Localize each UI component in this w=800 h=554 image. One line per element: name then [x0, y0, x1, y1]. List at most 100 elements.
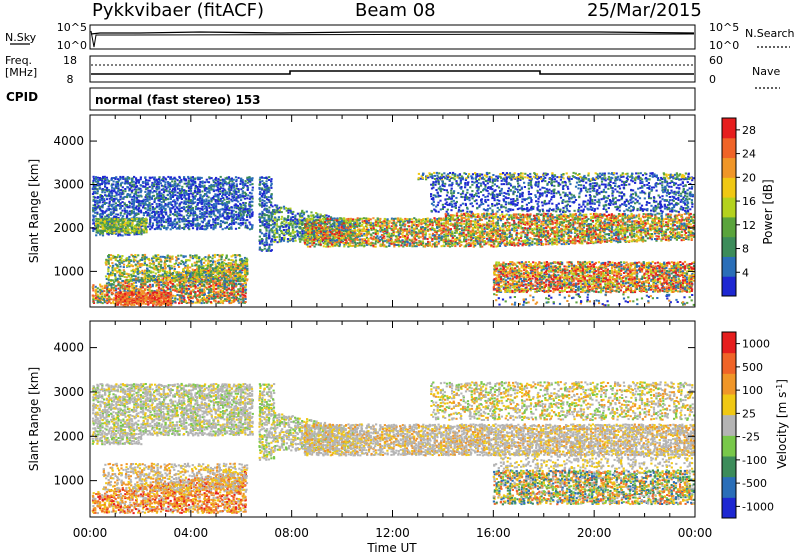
power-cell	[261, 199, 263, 201]
power-cell	[187, 212, 189, 214]
power-cell	[264, 194, 266, 196]
power-cell	[194, 181, 196, 183]
power-cell	[235, 268, 237, 270]
power-cell	[113, 216, 115, 218]
power-cell	[106, 285, 108, 287]
power-cell	[299, 241, 301, 243]
power-cell	[131, 212, 133, 214]
power-cell	[170, 228, 172, 230]
power-cell	[213, 203, 215, 205]
power-cell	[162, 215, 164, 217]
freq-left-tick-top: 18	[63, 54, 77, 67]
power-cell	[263, 233, 265, 235]
power-cell	[192, 297, 194, 299]
power-cell	[142, 296, 144, 298]
power-cell	[238, 177, 240, 179]
power-cell	[137, 288, 139, 290]
power-cell	[184, 194, 186, 196]
power-cell	[177, 192, 179, 194]
power-cell	[242, 202, 244, 204]
power-cell	[158, 287, 160, 289]
power-cell	[119, 176, 121, 178]
power-cell	[213, 189, 215, 191]
power-cell	[268, 187, 270, 189]
power-cell	[112, 265, 114, 267]
power-cell	[111, 219, 113, 221]
power-cell	[126, 273, 128, 275]
power-cell	[97, 218, 99, 220]
power-cell	[205, 260, 207, 262]
power-cell	[215, 205, 217, 207]
power-cell	[283, 240, 285, 242]
power-cell	[146, 275, 148, 277]
power-cell	[136, 205, 138, 207]
power-cell	[271, 230, 273, 232]
power-cell	[136, 218, 138, 220]
power-cell	[120, 214, 122, 216]
power-cell	[210, 216, 212, 218]
power-cell	[146, 257, 148, 259]
power-cell	[246, 219, 248, 221]
power-cell	[181, 186, 183, 188]
power-cell	[244, 222, 246, 224]
power-cell	[137, 268, 139, 270]
power-cell	[142, 287, 144, 289]
power-cell	[241, 272, 243, 274]
power-cell	[110, 254, 112, 256]
power-cell	[177, 258, 179, 260]
power-cell	[270, 201, 272, 203]
power-cell	[181, 201, 183, 203]
power-cell	[92, 182, 94, 184]
power-cell	[246, 197, 248, 199]
power-cell	[201, 177, 203, 179]
power-cell	[183, 176, 185, 178]
power-cell	[161, 201, 163, 203]
power-cell	[105, 275, 107, 277]
power-cell	[189, 259, 191, 261]
power-cell	[168, 275, 170, 277]
power-cell	[241, 260, 243, 262]
power-cell	[239, 273, 241, 275]
power-cell	[173, 266, 175, 268]
power-cell	[153, 211, 155, 213]
power-cell	[237, 300, 239, 302]
power-cell	[270, 224, 272, 226]
power-cell	[259, 179, 261, 181]
power-cell	[230, 267, 232, 269]
power-cell	[204, 256, 206, 258]
power-cell	[240, 199, 242, 201]
power-cell	[292, 213, 294, 215]
power-cell	[237, 201, 239, 203]
power-cell	[158, 224, 160, 226]
power-cell	[202, 225, 204, 227]
power-cell	[263, 219, 265, 221]
power-cell	[124, 188, 126, 190]
power-cell	[211, 264, 213, 266]
power-cell	[146, 301, 148, 303]
power-cell	[201, 277, 203, 279]
power-cell	[210, 224, 212, 226]
power-cell	[285, 218, 287, 220]
power-cell	[197, 207, 199, 209]
power-cell	[126, 276, 128, 278]
power-cell	[226, 278, 228, 280]
power-cell	[215, 208, 217, 210]
power-cell	[140, 211, 142, 213]
power-cell	[131, 210, 133, 212]
power-cell	[223, 295, 225, 297]
power-cell	[148, 213, 150, 215]
power-cell	[233, 179, 235, 181]
power-cell	[211, 258, 213, 260]
power-cell	[239, 203, 241, 205]
power-cell	[176, 206, 178, 208]
power-cell	[235, 228, 237, 230]
power-cell	[156, 195, 158, 197]
power-cell	[266, 237, 268, 239]
power-cell	[283, 233, 285, 235]
power-cell	[150, 263, 152, 265]
power-cell	[215, 263, 217, 265]
power-cell	[117, 183, 119, 185]
power-cell	[101, 285, 103, 287]
power-cell	[184, 265, 186, 267]
power-cell	[208, 200, 210, 202]
